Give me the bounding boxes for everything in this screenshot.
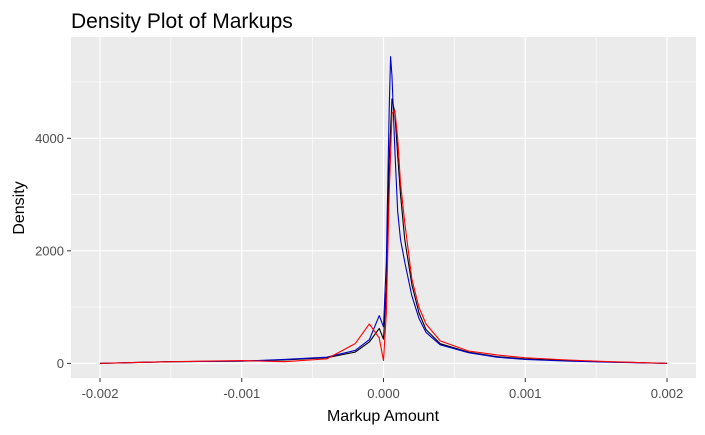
- density-line-3: [99, 109, 668, 364]
- x-tick-label: -0.001: [223, 386, 260, 401]
- y-tick-label: 0: [57, 356, 64, 371]
- x-axis: -0.002 -0.001 0.000 0.001 0.002: [82, 378, 684, 401]
- series-layer: [99, 56, 668, 364]
- x-axis-title: Markup Amount: [327, 408, 440, 425]
- y-tick-label: 2000: [35, 243, 64, 258]
- x-tick-label: 0.002: [651, 386, 684, 401]
- y-tick-label: 4000: [35, 131, 64, 146]
- y-axis-title: Density: [11, 181, 28, 234]
- x-tick-label: 0.000: [367, 386, 400, 401]
- density-line-2: [99, 56, 668, 364]
- x-tick-label: -0.002: [82, 386, 119, 401]
- x-tick-label: 0.001: [509, 386, 542, 401]
- chart-title: Density Plot of Markups: [71, 10, 293, 33]
- y-axis: 0 2000 4000: [35, 131, 71, 371]
